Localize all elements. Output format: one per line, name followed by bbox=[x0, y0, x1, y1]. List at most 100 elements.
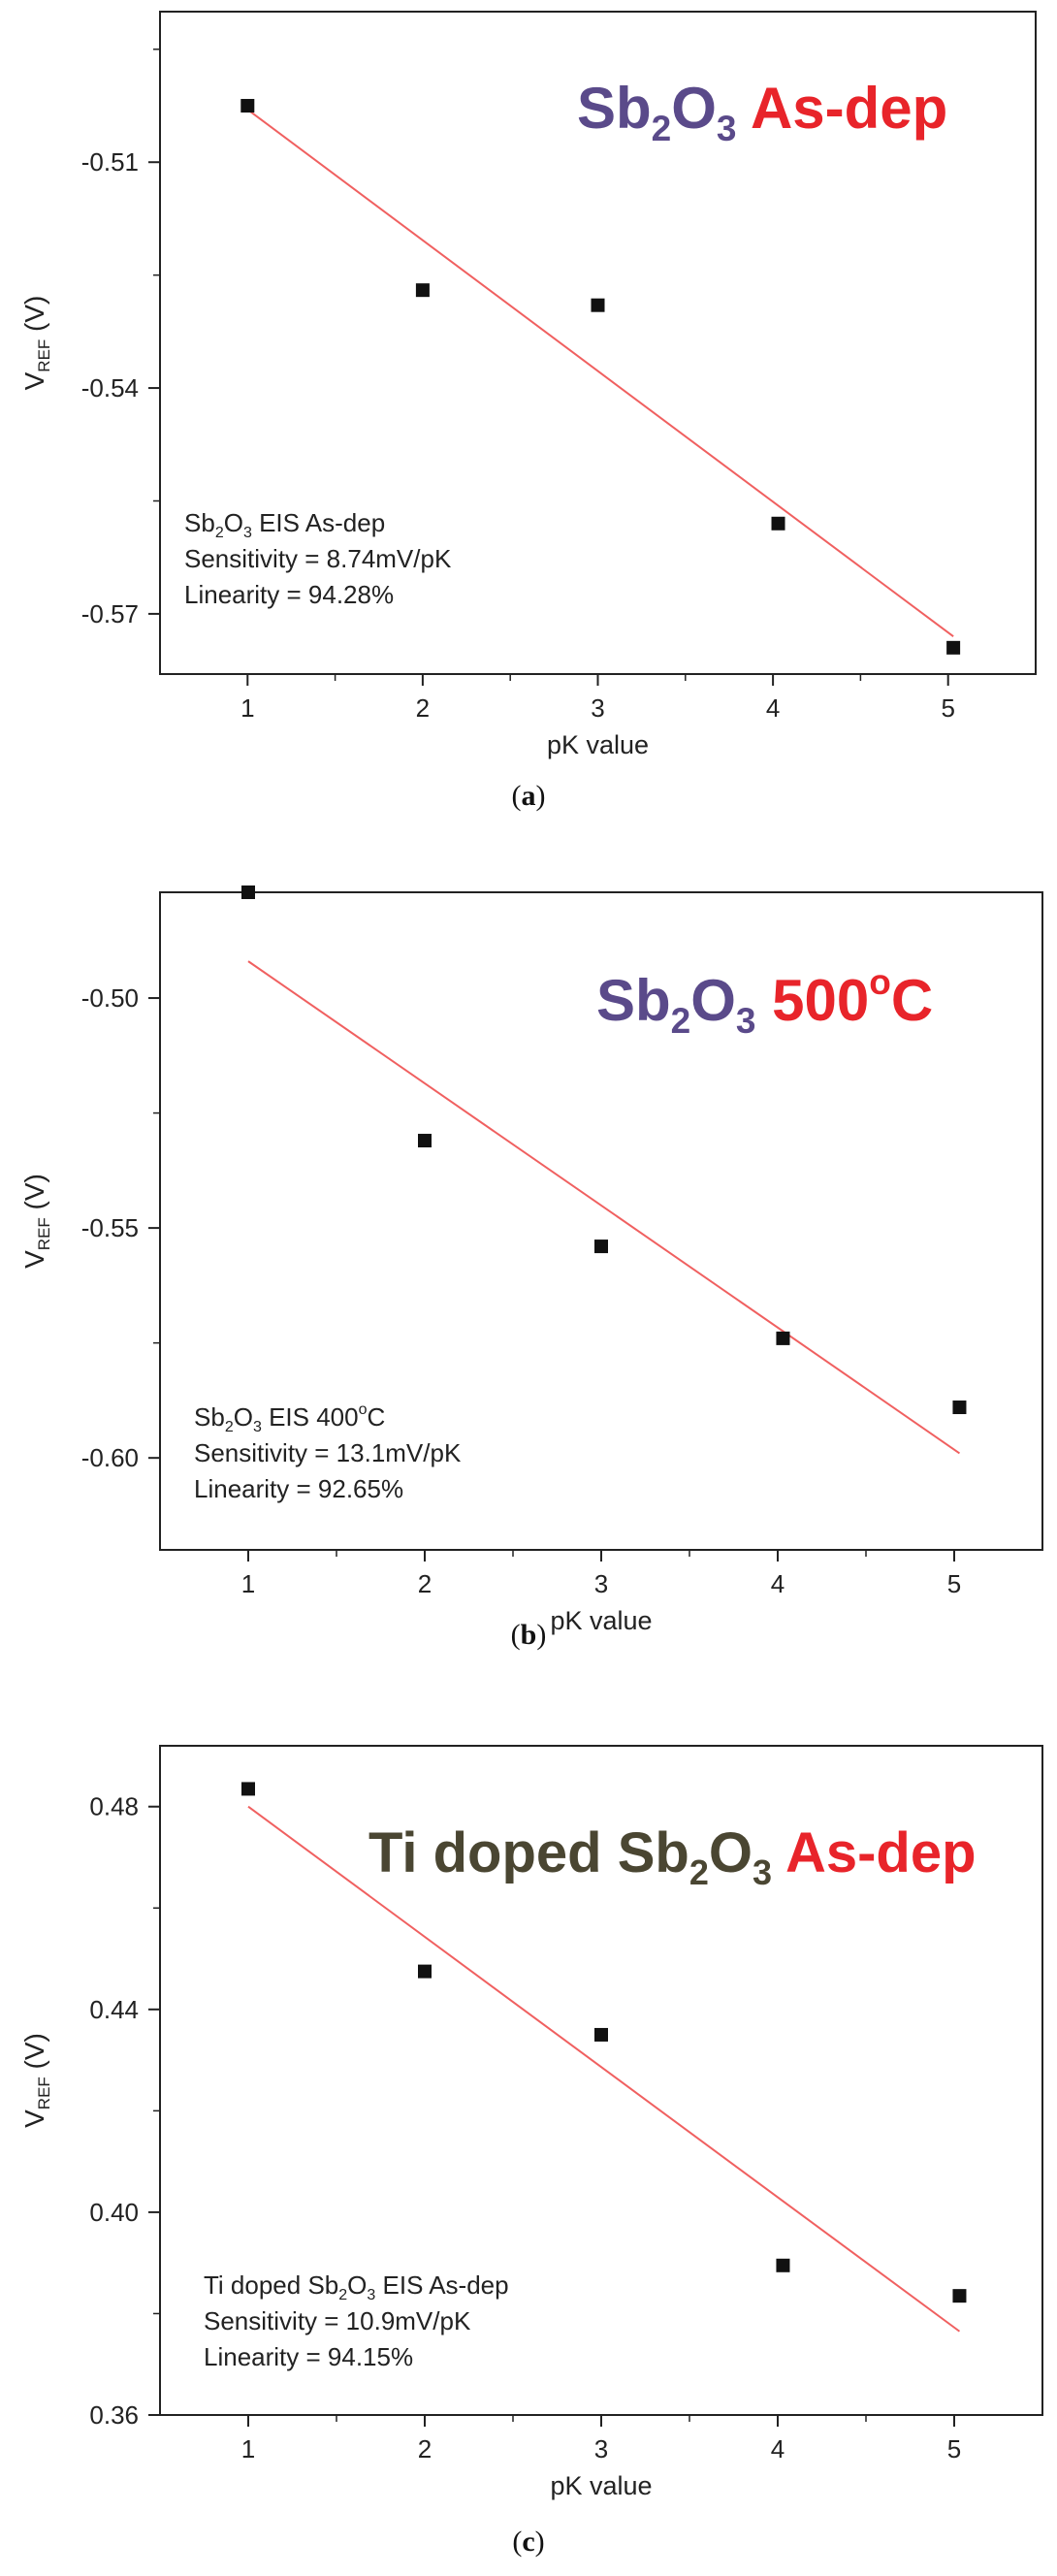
data-point-3 bbox=[771, 516, 785, 531]
chart-title-part-0: Sb bbox=[577, 76, 652, 141]
annotation-line-1-part-2: O bbox=[224, 508, 243, 537]
x-tick-label-4: 5 bbox=[947, 1569, 961, 1598]
chart-title-part-3: 3 bbox=[717, 109, 737, 148]
y-axis-label-part-1: REF bbox=[35, 339, 53, 372]
x-tick-label-1: 2 bbox=[418, 1569, 432, 1598]
annotation-line-1-part-3: 3 bbox=[367, 2287, 375, 2303]
annotation-line-1-part-4: EIS 400 bbox=[262, 1402, 359, 1432]
caption-letter: c bbox=[522, 2526, 534, 2558]
data-point-2 bbox=[594, 2027, 608, 2042]
annotation-line-1-part-2: O bbox=[234, 1402, 253, 1432]
panel-caption: (c) bbox=[512, 2526, 544, 2558]
annotation-line-3: Linearity = 94.28% bbox=[184, 580, 394, 609]
annotation-line-1-part-1: 2 bbox=[338, 2287, 347, 2303]
x-tick-label-2: 3 bbox=[594, 1569, 608, 1598]
chart-title-part-1: 2 bbox=[652, 109, 672, 148]
y-tick-label-0: -0.50 bbox=[81, 983, 139, 1013]
annotation-line-1-part-3: 3 bbox=[253, 1419, 262, 1435]
y-tick-label-3: 0.36 bbox=[89, 2400, 139, 2430]
y-tick-label-1: -0.55 bbox=[81, 1213, 139, 1242]
caption-close: ) bbox=[536, 1619, 546, 1651]
y-tick-label-2: 0.40 bbox=[89, 2198, 139, 2227]
y-axis-label-part-1: REF bbox=[35, 2077, 53, 2109]
annotation-line-2: Sensitivity = 10.9mV/pK bbox=[204, 2306, 471, 2335]
annotation-line-1-part-0: Sb bbox=[194, 1402, 225, 1432]
data-point-0 bbox=[241, 886, 255, 899]
caption-close: ) bbox=[536, 780, 546, 812]
y-axis-label: VREF (V) bbox=[19, 1174, 53, 1269]
x-tick-label-1: 2 bbox=[416, 693, 430, 723]
y-axis-label-part-1: REF bbox=[35, 1217, 53, 1250]
panel-caption: (b) bbox=[511, 1619, 547, 1651]
chart-title-part-4: As-dep bbox=[772, 1821, 977, 1884]
chart-title-part-1: 2 bbox=[689, 1852, 709, 1892]
annotation-line-3: Linearity = 92.65% bbox=[194, 1474, 403, 1503]
data-point-1 bbox=[415, 283, 430, 298]
annotation-line-1-part-5: o bbox=[359, 1401, 368, 1418]
chart-title-part-4: As-dep bbox=[737, 76, 948, 141]
chart-title-part-4: 500 bbox=[756, 968, 870, 1033]
annotation-line-1-part-1: 2 bbox=[225, 1419, 234, 1435]
x-tick-label-2: 3 bbox=[594, 2434, 608, 2463]
annotation-line-2: Sensitivity = 13.1mV/pK bbox=[194, 1438, 462, 1467]
y-axis-label: VREF (V) bbox=[19, 2033, 53, 2128]
x-tick-label-3: 4 bbox=[766, 693, 780, 723]
data-point-2 bbox=[591, 298, 605, 312]
x-tick-label-4: 5 bbox=[947, 2434, 961, 2463]
y-tick-label-2: -0.57 bbox=[81, 599, 139, 628]
annotation-line-1-part-3: 3 bbox=[243, 525, 252, 541]
data-point-3 bbox=[776, 1331, 790, 1345]
chart-title-part-1: 2 bbox=[671, 1001, 691, 1041]
chart-panel-c: 1 2 3 4 5 0.48 0.44 0.40 0.36 pK value VREF (V) Ti … bbox=[19, 1745, 1043, 2558]
chart-title-part-0: Sb bbox=[596, 968, 671, 1033]
annotation-line-3: Linearity = 94.15% bbox=[204, 2342, 413, 2371]
annotation-line-1-part-0: Sb bbox=[184, 508, 215, 537]
x-tick-label-1: 2 bbox=[418, 2434, 432, 2463]
data-point-2 bbox=[594, 1240, 608, 1254]
data-point-4 bbox=[952, 1401, 967, 1415]
x-tick-label-4: 5 bbox=[941, 693, 954, 723]
fit-line bbox=[247, 1805, 961, 2333]
chart-title: Sb2O3 As-dep bbox=[577, 76, 947, 148]
chart-title-part-2: O bbox=[709, 1821, 753, 1884]
annotation-line-1-part-1: 2 bbox=[215, 525, 224, 541]
caption-open: ( bbox=[511, 1619, 521, 1651]
chart-title-part-5: o bbox=[869, 962, 891, 1002]
x-tick-label-2: 3 bbox=[591, 693, 604, 723]
annotation-line-1: Ti doped Sb2O3 EIS As-dep bbox=[204, 2270, 509, 2303]
y-axis-label-part-2: (V) bbox=[19, 1174, 49, 1217]
chart-title-part-2: O bbox=[671, 76, 717, 141]
y-axis-label-part-0: V bbox=[19, 2109, 49, 2128]
x-tick-label-0: 1 bbox=[241, 2434, 255, 2463]
data-point-4 bbox=[952, 2289, 967, 2303]
chart-title-part-3: 3 bbox=[753, 1852, 772, 1892]
x-tick-label-3: 4 bbox=[771, 1569, 785, 1598]
annotation-line-2: Sensitivity = 8.74mV/pK bbox=[184, 544, 452, 573]
data-point-0 bbox=[240, 99, 255, 113]
panel-caption: (a) bbox=[512, 780, 546, 812]
fit-line bbox=[246, 109, 954, 637]
annotation-line-1: Sb2O3 EIS 400oC bbox=[194, 1401, 385, 1435]
data-point-3 bbox=[776, 2258, 790, 2272]
x-axis-label: pK value bbox=[547, 730, 649, 759]
chart-title-part-3: 3 bbox=[736, 1001, 756, 1041]
y-tick-label-0: 0.48 bbox=[89, 1792, 139, 1821]
caption-letter: a bbox=[522, 780, 536, 812]
chart-title-part-2: O bbox=[690, 968, 736, 1033]
caption-open: ( bbox=[512, 780, 522, 812]
caption-open: ( bbox=[512, 2526, 522, 2558]
annotation-line-1-part-4: EIS As-dep bbox=[252, 508, 385, 537]
y-axis-label-part-2: (V) bbox=[19, 296, 49, 339]
data-point-0 bbox=[241, 1782, 255, 1796]
x-tick-label-0: 1 bbox=[240, 693, 254, 723]
x-axis-label: pK value bbox=[550, 2471, 652, 2500]
chart-title-part-6: C bbox=[891, 968, 933, 1033]
caption-close: ) bbox=[535, 2526, 545, 2558]
annotation-line-1-part-2: O bbox=[347, 2270, 367, 2300]
y-tick-label-2: -0.60 bbox=[81, 1443, 139, 1472]
y-axis-label-part-0: V bbox=[19, 1250, 49, 1269]
data-point-4 bbox=[946, 640, 961, 655]
